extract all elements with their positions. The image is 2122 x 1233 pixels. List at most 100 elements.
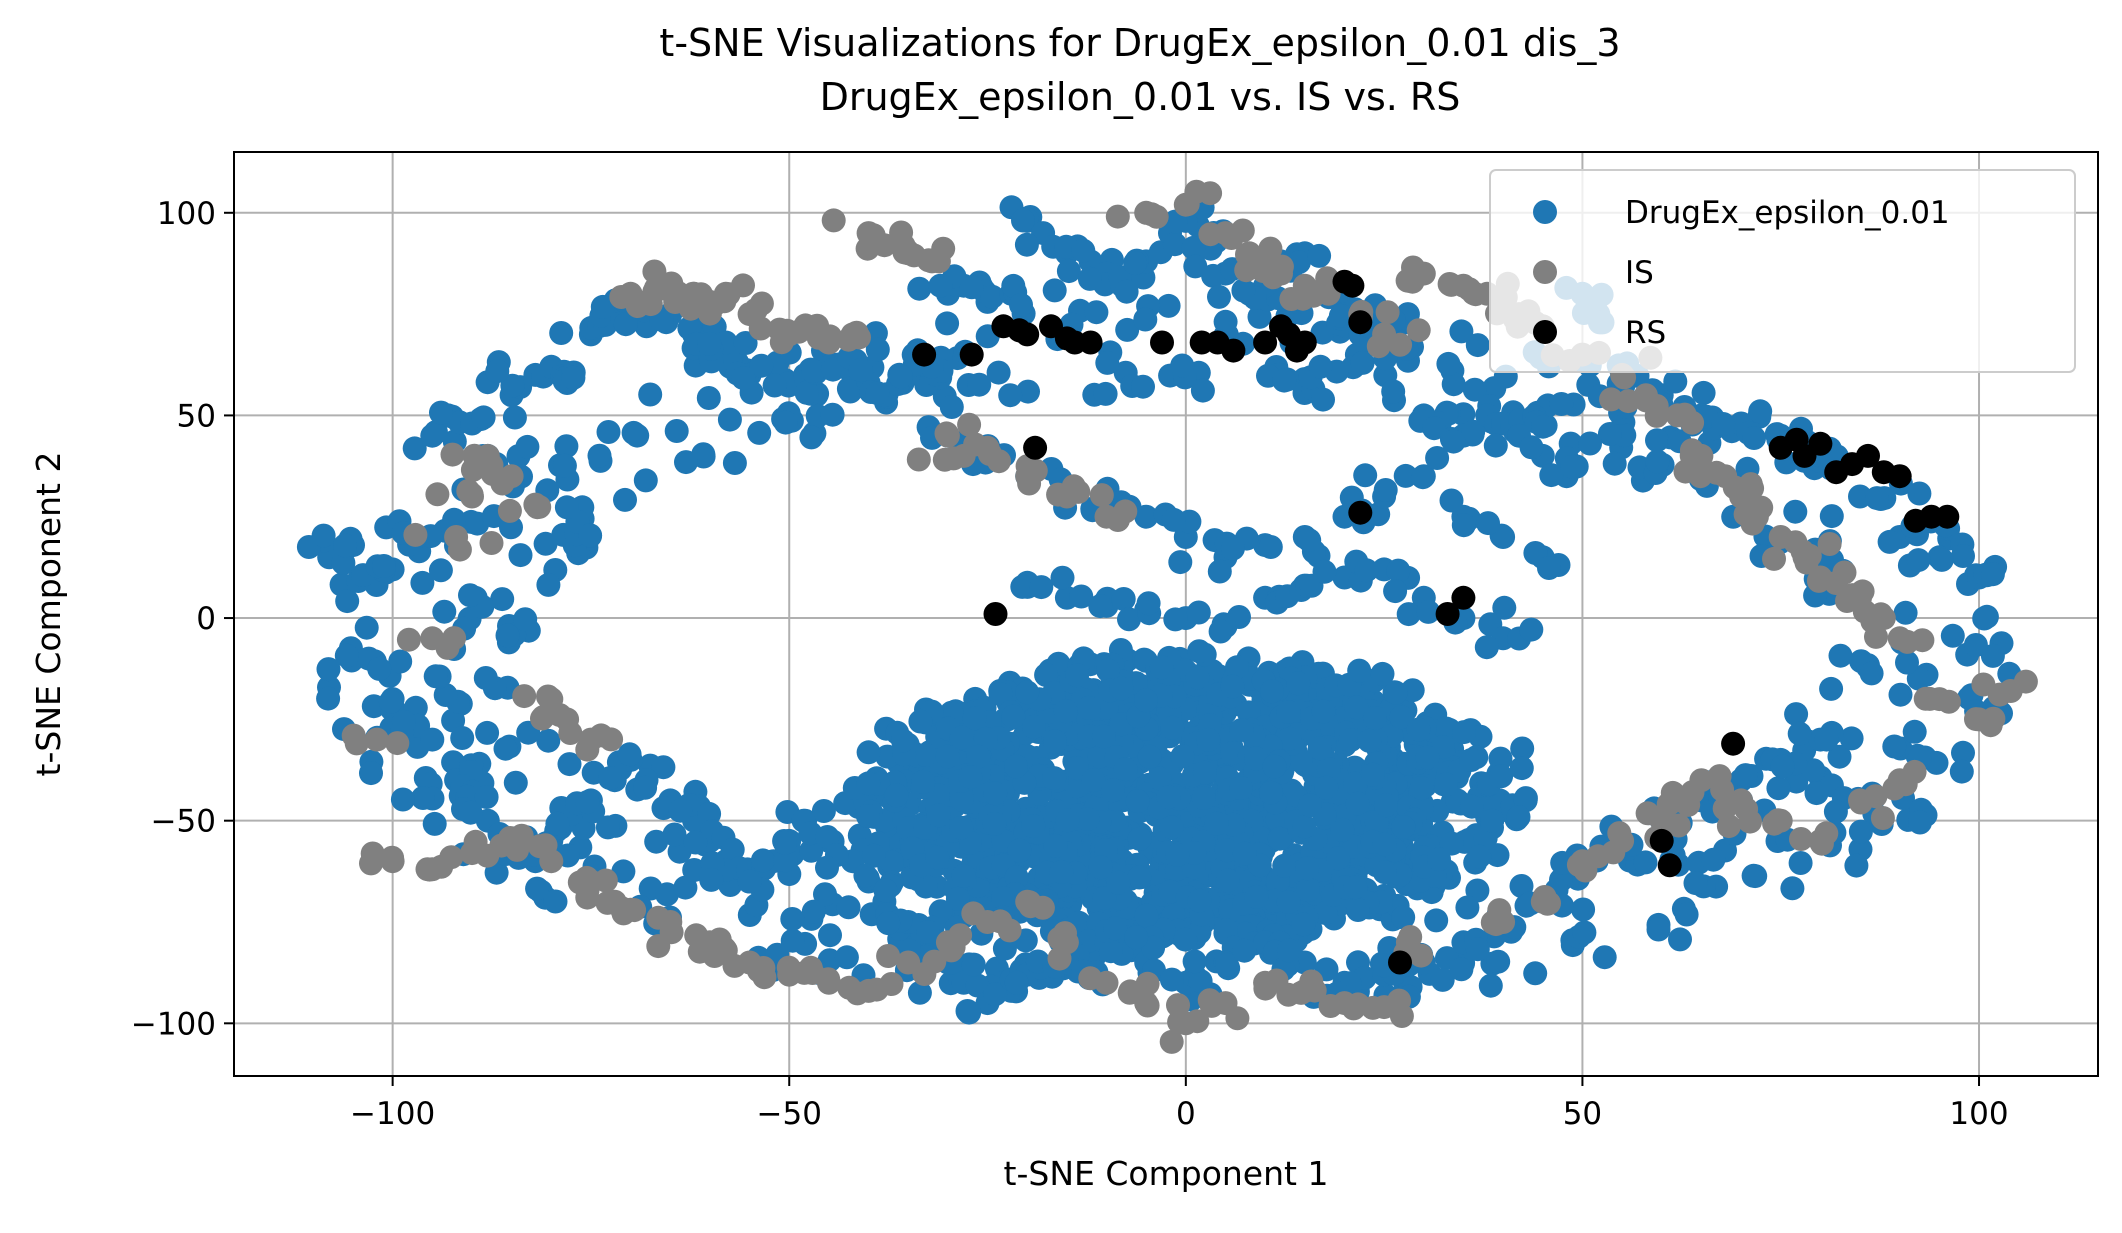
drugex-point	[495, 623, 520, 648]
drugex-point	[1391, 905, 1416, 930]
is-point	[1635, 801, 1660, 826]
drugex-point	[450, 726, 475, 750]
drugex-point	[1183, 254, 1208, 279]
drugex-point	[525, 876, 550, 901]
drugex-point	[799, 838, 824, 863]
drugex-point	[554, 495, 579, 520]
drugex-point	[980, 284, 1005, 309]
drugex-point	[331, 551, 356, 575]
drugex-point	[1134, 688, 1158, 713]
drugex-point	[1788, 851, 1813, 875]
is-point	[1406, 318, 1431, 343]
drugex-point	[1258, 535, 1283, 559]
drugex-point	[1297, 528, 1322, 553]
drugex-point	[1489, 764, 1514, 789]
is-point	[1666, 813, 1691, 838]
is-point	[360, 841, 385, 866]
drugex-point	[1350, 350, 1375, 375]
drugex-point	[1055, 808, 1080, 833]
drugex-point	[1071, 238, 1096, 263]
drugex-point	[1819, 676, 1844, 701]
drugex-point	[1474, 635, 1499, 660]
is-point	[417, 857, 442, 882]
drugex-point	[1215, 868, 1240, 893]
drugex-point	[1109, 676, 1134, 701]
drugex-point	[856, 771, 881, 796]
rs-point	[1221, 338, 1246, 363]
drugex-point	[749, 353, 774, 378]
is-point	[512, 684, 537, 709]
drugex-point	[1783, 499, 1808, 524]
drugex-point	[1069, 584, 1094, 609]
drugex-point	[1113, 757, 1138, 782]
drugex-point	[1149, 655, 1174, 680]
drugex-point	[1436, 351, 1461, 376]
drugex-point	[1549, 392, 1574, 416]
drugex-point	[1374, 793, 1398, 818]
is-point	[1870, 806, 1895, 830]
is-point	[1913, 686, 1938, 711]
drugex-point	[674, 450, 698, 475]
drugex-point	[982, 811, 1007, 836]
drugex-point	[1488, 746, 1513, 771]
drugex-point	[896, 816, 921, 841]
drugex-point	[1347, 658, 1372, 683]
is-point	[1234, 258, 1259, 283]
drugex-point	[1029, 575, 1054, 600]
drugex-point	[1449, 319, 1474, 344]
drugex-point	[1276, 890, 1301, 914]
drugex-point	[1165, 842, 1190, 867]
rs-point	[1721, 731, 1746, 756]
x-axis-label: t-SNE Component 1	[1004, 1154, 1329, 1193]
drugex-point	[1344, 695, 1369, 720]
drugex-point	[1136, 591, 1161, 616]
is-point	[646, 934, 671, 959]
drugex-point	[1441, 372, 1466, 397]
drugex-point	[1441, 429, 1466, 454]
is-point	[687, 939, 712, 964]
drugex-point	[1373, 478, 1398, 502]
drugex-point	[1801, 758, 1826, 783]
drugex-point	[951, 863, 976, 888]
drugex-point	[490, 587, 515, 612]
drugex-point	[1519, 617, 1544, 642]
drugex-point	[613, 312, 638, 337]
drugex-point	[316, 686, 341, 711]
is-point	[1789, 827, 1813, 851]
drugex-point	[1292, 814, 1317, 839]
is-point	[948, 923, 973, 948]
is-point	[439, 845, 464, 870]
drugex-point	[838, 379, 863, 404]
drugex-point	[1272, 368, 1297, 393]
drugex-point	[722, 451, 747, 475]
drugex-point	[1480, 808, 1505, 833]
drugex-point	[1391, 815, 1416, 839]
drugex-point	[458, 800, 483, 825]
is-point	[1797, 543, 1822, 568]
drugex-point	[891, 728, 915, 753]
drugex-point	[1396, 602, 1421, 627]
drugex-point	[1383, 579, 1408, 604]
drugex-point	[1004, 754, 1028, 779]
legend-label-is: IS	[1625, 255, 1654, 291]
rs-point	[1015, 322, 1040, 347]
is-point	[625, 294, 650, 318]
drugex-point	[1286, 671, 1311, 696]
legend-marker-rs	[1533, 320, 1557, 344]
drugex-point	[1156, 785, 1181, 810]
x-tick-label: 0	[1176, 1096, 1196, 1132]
is-point	[934, 421, 959, 446]
drugex-point	[633, 468, 658, 493]
drugex-point	[473, 666, 498, 690]
drugex-point	[1009, 292, 1033, 317]
drugex-point	[1354, 558, 1379, 583]
drugex-point	[354, 615, 379, 640]
drugex-point	[1244, 746, 1268, 771]
drugex-point	[1784, 702, 1809, 727]
drugex-point	[1295, 878, 1320, 903]
is-point	[1360, 995, 1385, 1020]
is-point	[1299, 969, 1324, 994]
is-point	[396, 627, 421, 652]
drugex-point	[1748, 399, 1773, 424]
drugex-point	[1459, 748, 1484, 772]
